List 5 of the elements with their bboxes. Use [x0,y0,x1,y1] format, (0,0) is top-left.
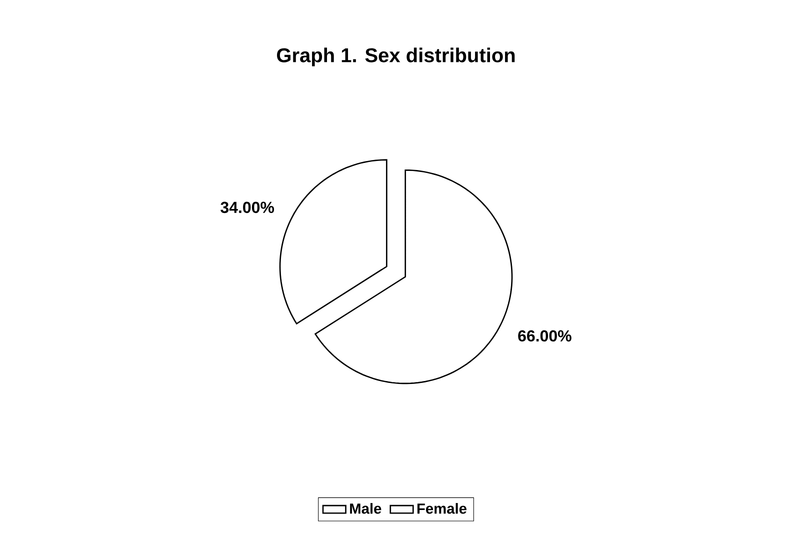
data-label: 34.00% [220,202,274,214]
data-label: 66.00% [518,330,572,342]
legend-label: Female [417,503,466,514]
chart-title: Graph 1. Sex distribution [276,48,515,66]
legend-label: Male [350,503,382,514]
